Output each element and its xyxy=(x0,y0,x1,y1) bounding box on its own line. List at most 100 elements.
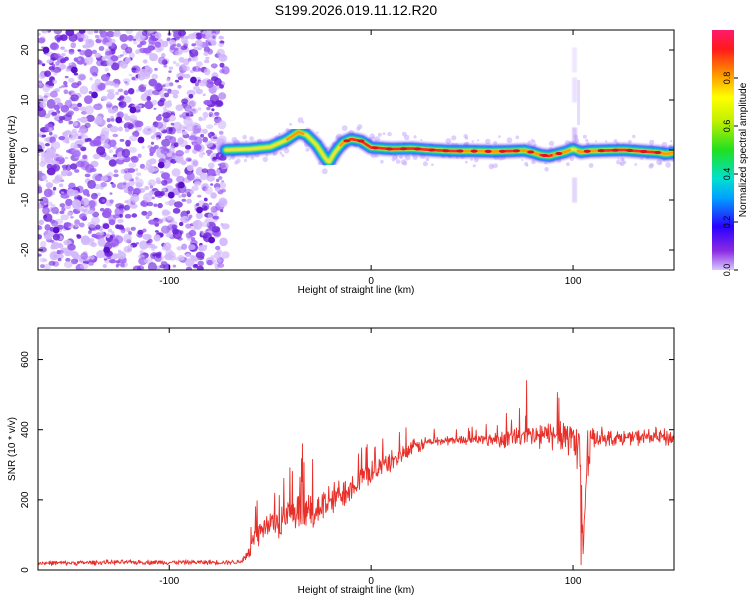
noise-blob xyxy=(128,162,137,168)
noise-blob xyxy=(192,65,201,73)
noise-blob xyxy=(53,30,63,35)
noise-blob xyxy=(110,38,116,44)
noise-blob xyxy=(153,107,157,110)
noise-blob xyxy=(185,115,191,120)
ridge-haze xyxy=(228,158,231,161)
noise-blob xyxy=(135,49,141,54)
noise-blob xyxy=(189,100,197,108)
noise-blob xyxy=(79,106,87,112)
noise-blob xyxy=(169,147,175,154)
noise-blob xyxy=(187,58,192,62)
noise-blob xyxy=(93,30,99,34)
noise-blob xyxy=(171,114,175,117)
noise-blob xyxy=(205,41,212,47)
noise-blob xyxy=(54,34,63,42)
noise-blob xyxy=(205,140,214,148)
noise-blob xyxy=(68,49,75,55)
noise-blob xyxy=(60,170,68,177)
noise-blob xyxy=(63,222,72,227)
noise-blob xyxy=(160,95,165,98)
noise-blob xyxy=(195,212,203,220)
noise-blob xyxy=(56,250,61,255)
noise-blob xyxy=(38,219,45,225)
ridge-haze xyxy=(621,158,625,161)
noise-blob xyxy=(124,200,129,204)
noise-blob xyxy=(79,262,89,270)
noise-blob xyxy=(77,57,81,61)
noise-blob xyxy=(172,221,178,226)
noise-blob xyxy=(191,43,196,47)
noise-blob xyxy=(142,233,152,240)
noise-blob xyxy=(147,262,157,270)
noise-blob xyxy=(172,44,177,47)
noise-point xyxy=(115,116,123,124)
noise-blob xyxy=(61,207,66,212)
noise-blob xyxy=(186,210,191,215)
noise-blob xyxy=(74,169,80,173)
noise-blob xyxy=(162,112,171,119)
noise-blob xyxy=(44,224,51,231)
noise-blob xyxy=(49,85,54,89)
colorbar-ticks: 0.0 0.2 0.4 0.6 0.8 xyxy=(722,72,738,276)
spectrogram-x-label: Height of straight line (km) xyxy=(298,285,415,296)
ridge-haze xyxy=(316,131,319,134)
chart-title: S199.2026.019.11.12.R20 xyxy=(275,2,438,18)
noise-blob xyxy=(214,134,217,137)
noise-blob xyxy=(39,161,46,168)
noise-blob xyxy=(220,198,227,205)
noise-blob xyxy=(193,46,199,50)
ridge-haze xyxy=(249,136,254,141)
ridge-peak xyxy=(470,149,478,153)
noise-blob xyxy=(43,202,47,205)
colorbar-label: Normalized spectral amplitude xyxy=(738,82,749,217)
noise-blob xyxy=(166,215,173,221)
ridge-peak xyxy=(385,147,393,151)
ridge-peak xyxy=(640,149,648,154)
ridge-haze xyxy=(341,125,348,131)
noise-blob xyxy=(213,122,218,126)
ridge-haze xyxy=(632,134,636,139)
noise-blob xyxy=(118,213,123,218)
noise-blob xyxy=(117,251,127,260)
noise-blob xyxy=(191,185,199,191)
noise-blob xyxy=(81,208,86,213)
noise-blob xyxy=(149,146,156,154)
noise-blob xyxy=(172,207,181,214)
noise-blob xyxy=(83,204,91,209)
noise-blob xyxy=(89,77,93,81)
noise-blob xyxy=(128,179,135,187)
ridge-haze xyxy=(585,138,589,143)
noise-blob xyxy=(218,42,225,48)
noise-blob xyxy=(105,233,111,238)
noise-blob xyxy=(157,56,166,65)
noise-blob xyxy=(38,83,42,86)
noise-blob xyxy=(148,158,157,165)
noise-blob xyxy=(141,145,145,149)
noise-blob xyxy=(145,242,154,249)
noise-blob xyxy=(95,250,105,259)
noise-blob xyxy=(60,191,65,194)
noise-blob xyxy=(149,30,154,33)
noise-blob xyxy=(182,126,188,130)
noise-blob xyxy=(63,89,69,95)
noise-blob xyxy=(40,264,45,269)
noise-blob xyxy=(141,210,148,216)
noise-blob xyxy=(197,194,202,198)
noise-blob xyxy=(128,147,137,153)
noise-blob xyxy=(127,105,132,108)
vertical-feature xyxy=(572,127,578,153)
noise-blob xyxy=(125,57,131,63)
noise-blob xyxy=(95,224,101,230)
noise-blob xyxy=(99,207,105,212)
noise-blob xyxy=(151,196,155,200)
noise-blob xyxy=(109,192,113,195)
noise-blob xyxy=(205,56,210,60)
ridge-haze xyxy=(391,157,396,162)
noise-blob xyxy=(186,89,196,96)
noise-blob xyxy=(48,112,52,116)
ridge-peak xyxy=(456,149,464,153)
noise-blob xyxy=(70,94,79,102)
noise-blob xyxy=(80,146,87,152)
noise-blob xyxy=(111,183,116,189)
noise-blob xyxy=(44,70,52,77)
